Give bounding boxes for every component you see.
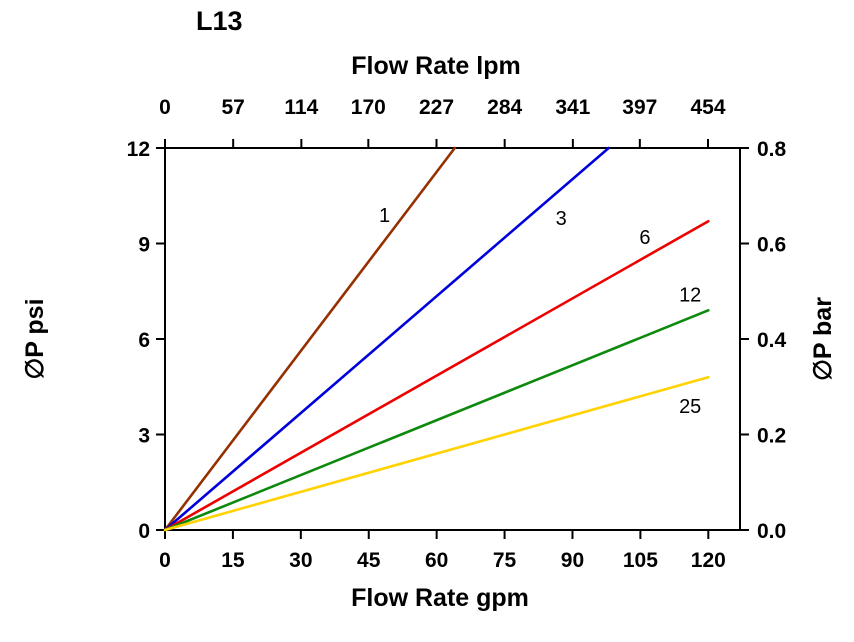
curve-25: [163, 375, 710, 532]
x-tick-label-bottom: 15: [221, 549, 245, 572]
y-axis-title-right: ∅P bar: [809, 297, 837, 381]
y-tick-label-right: 0.8: [757, 138, 787, 161]
chart-title: L13: [196, 6, 243, 36]
x-tick-label-top: 0: [159, 96, 171, 119]
x-tick-label-top: 57: [221, 96, 244, 119]
x-tick-label-top: 227: [419, 96, 454, 119]
plot-border: [164, 147, 741, 531]
curve-1: [163, 146, 457, 532]
curve-label-12: 12: [679, 284, 701, 306]
x-axis-title-top: Flow Rate lpm: [351, 52, 521, 80]
x-tick-label-bottom: 30: [289, 549, 312, 572]
curve-3: [163, 146, 611, 532]
x-tick-label-bottom: 105: [623, 549, 658, 572]
x-tick-label-top: 170: [351, 96, 386, 119]
curve-label-1: 1: [379, 205, 390, 227]
x-axis-title-bottom: Flow Rate gpm: [351, 584, 529, 612]
x-tick-label-top: 284: [487, 96, 522, 119]
y-tick-label-right: 0.0: [757, 520, 786, 543]
y-tick-label-left: 0: [138, 520, 150, 543]
x-tick-label-bottom: 90: [561, 549, 584, 572]
x-tick-label-bottom: 120: [691, 549, 726, 572]
y-tick-label-right: 0.2: [757, 425, 786, 448]
x-tick-label-bottom: 60: [425, 549, 448, 572]
x-tick-label-top: 397: [622, 96, 657, 119]
x-tick-label-top: 454: [690, 96, 725, 119]
curve-label-25: 25: [679, 396, 701, 418]
x-tick-label-bottom: 45: [357, 549, 381, 572]
x-tick-label-top: 114: [284, 96, 318, 119]
y-tick-label-right: 0.6: [757, 234, 786, 257]
x-tick-label-bottom: 75: [493, 549, 517, 572]
curve-label-3: 3: [556, 208, 567, 230]
x-tick-label-top: 341: [555, 96, 590, 119]
y-tick-label-left: 3: [138, 425, 150, 448]
y-axis-title-left: ∅P psi: [21, 298, 49, 380]
y-tick-label-right: 0.4: [757, 329, 787, 352]
y-tick-label-left: 12: [127, 138, 150, 161]
x-tick-label-bottom: 0: [159, 549, 171, 572]
curve-6: [163, 219, 710, 532]
y-tick-label-left: 6: [138, 329, 150, 352]
curve-12: [163, 309, 710, 532]
curve-label-6: 6: [639, 227, 650, 249]
y-tick-label-left: 9: [138, 234, 150, 257]
